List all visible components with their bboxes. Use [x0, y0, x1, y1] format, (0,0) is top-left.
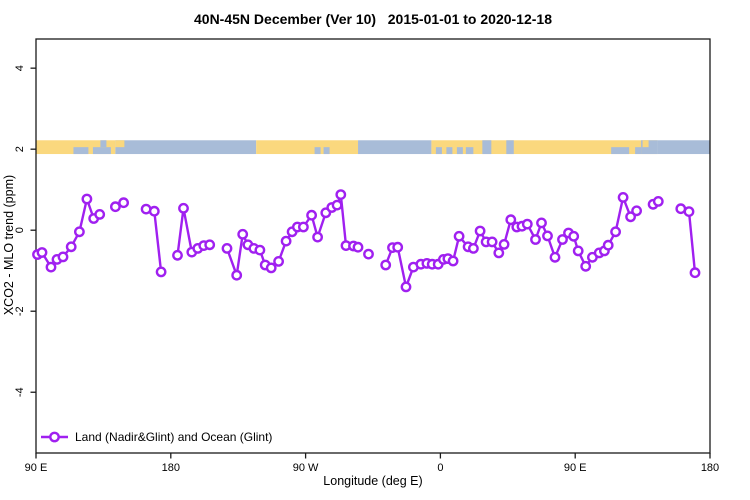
data-point-marker — [521, 218, 533, 230]
map-band-segment-ocean — [358, 140, 432, 155]
data-point-marker — [631, 205, 642, 217]
data-point-marker — [542, 230, 553, 242]
y-tick-label: 4 — [14, 65, 26, 71]
y-axis-label: XCO2 - MLO trend (ppm) — [2, 174, 16, 316]
data-point-marker — [536, 217, 547, 229]
data-point-marker — [172, 249, 183, 261]
data-point-marker — [400, 281, 412, 293]
map-band-speck-ocean — [506, 140, 514, 155]
data-point-marker — [45, 261, 57, 273]
map-band-speck-ocean — [456, 147, 463, 155]
data-line-segment — [679, 207, 697, 274]
data-point-marker — [467, 242, 479, 254]
data-point-marker — [486, 236, 498, 248]
data-point-marker — [306, 209, 317, 221]
legend-marker-symbol — [49, 431, 60, 443]
map-band-segment-land — [256, 140, 359, 155]
data-point-marker — [474, 225, 486, 237]
data-point-marker — [312, 231, 323, 243]
map-band-speck-ocean — [611, 147, 630, 155]
data-point-marker — [74, 226, 85, 238]
data-point-marker — [689, 267, 701, 279]
y-tick-label: -4 — [14, 387, 26, 397]
data-point-marker — [94, 208, 106, 220]
data-line-segment — [144, 207, 163, 274]
x-tick-label: 0 — [437, 462, 443, 474]
data-point-marker — [683, 206, 695, 218]
data-point-marker — [297, 221, 309, 233]
data-point-marker — [265, 262, 277, 274]
data-point-marker — [617, 191, 629, 203]
data-point-marker — [148, 205, 160, 217]
data-point-marker — [65, 241, 77, 253]
map-band-segment-ocean — [115, 140, 257, 155]
data-point-marker — [557, 234, 568, 245]
data-point-marker — [118, 197, 130, 209]
data-point-marker — [602, 239, 614, 251]
x-tick-label: 180 — [701, 462, 719, 474]
map-band-speck-ocean — [73, 147, 89, 155]
x-axis-label: Longitude (deg E) — [323, 474, 423, 488]
chart-title: 40N-45N December (Ver 10) 2015-01-01 to … — [194, 11, 552, 27]
data-point-marker — [110, 201, 121, 213]
x-tick-label: 90 E — [25, 462, 48, 474]
data-point-marker — [331, 199, 343, 211]
map-band-speck-ocean — [314, 147, 321, 155]
data-point-marker — [580, 260, 592, 272]
map-band-speck-land — [642, 140, 649, 148]
data-line-segment — [36, 197, 101, 269]
data-point-marker — [625, 211, 636, 223]
data-point-marker — [221, 242, 233, 254]
map-band-speck-ocean — [435, 147, 442, 155]
data-point-marker — [652, 195, 664, 207]
x-tick-label: 90 W — [293, 462, 319, 474]
map-band-speck-ocean — [92, 147, 111, 155]
data-point-marker — [36, 247, 48, 258]
map-band-segment-ocean — [657, 140, 710, 155]
data-point-marker — [81, 193, 93, 205]
data-point-marker — [505, 214, 517, 226]
map-band-speck-ocean — [100, 140, 107, 148]
data-point-marker — [572, 245, 584, 257]
data-point-marker — [493, 247, 505, 259]
x-tick-label: 180 — [162, 462, 180, 474]
data-point-marker — [204, 239, 216, 251]
data-point-marker — [392, 241, 404, 253]
map-band-speck-ocean — [482, 140, 492, 155]
data-point-marker — [178, 202, 189, 214]
x-tick-label: 90 E — [564, 462, 587, 474]
legend-label: Land (Nadir&Glint) and Ocean (Glint) — [75, 430, 273, 444]
data-point-marker — [498, 238, 510, 250]
map-band-speck-ocean — [465, 147, 474, 155]
y-tick-label: -2 — [14, 306, 26, 316]
data-point-marker — [568, 230, 580, 242]
data-point-marker — [610, 226, 621, 238]
data-point-marker — [380, 259, 392, 271]
data-point-marker — [237, 228, 249, 240]
data-point-marker — [231, 269, 243, 281]
data-point-marker — [352, 241, 364, 253]
y-tick-label: 0 — [14, 227, 26, 233]
data-point-marker — [254, 244, 266, 256]
data-point-marker — [363, 248, 374, 260]
data-point-marker — [280, 235, 292, 247]
data-point-marker — [453, 230, 465, 242]
data-point-marker — [155, 266, 167, 278]
data-point-marker — [549, 251, 561, 263]
data-point-marker — [530, 234, 541, 245]
map-band-speck-ocean — [446, 147, 453, 155]
data-point-marker — [447, 255, 459, 267]
data-point-marker — [335, 189, 347, 201]
data-line-segment — [384, 196, 638, 289]
plot-frame — [35, 38, 711, 454]
data-point-marker — [273, 255, 284, 267]
data-point-marker — [57, 251, 69, 263]
map-band-speck-ocean — [323, 147, 330, 155]
y-tick-label: 2 — [14, 146, 26, 152]
map-band-speck-land — [115, 140, 125, 148]
map-band-speck-ocean — [635, 147, 642, 155]
